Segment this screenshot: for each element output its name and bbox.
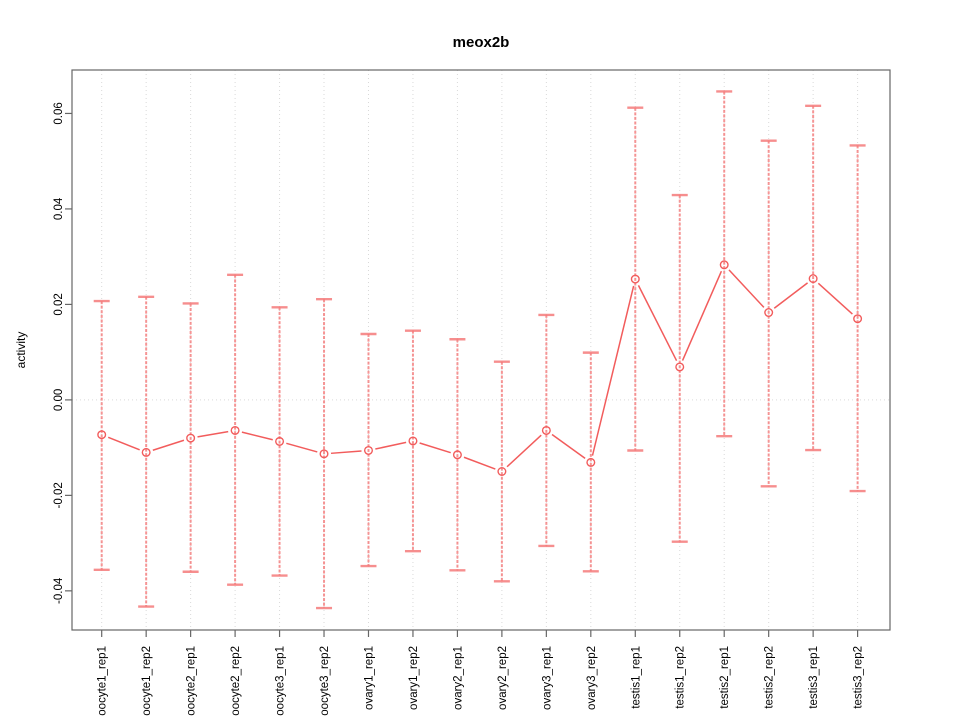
data-point [497, 467, 507, 477]
data-point [319, 449, 329, 459]
data-point [97, 430, 107, 440]
x-tick-label: oocyte3_rep1 [275, 646, 287, 716]
x-tick-label: oocyte3_rep2 [319, 646, 331, 716]
x-tick-label: ovary2_rep2 [497, 646, 509, 710]
data-point [186, 433, 196, 443]
data-point [275, 436, 285, 446]
data-point [141, 447, 151, 457]
series-segment [817, 282, 853, 315]
data-point [719, 260, 729, 270]
x-tick-label: oocyte2_rep1 [186, 646, 198, 716]
data-point [675, 362, 685, 372]
x-tick-label: ovary3_rep2 [586, 646, 598, 710]
x-tick-label: testis1_rep2 [675, 646, 687, 709]
series-segment [728, 269, 765, 308]
series-segment [551, 433, 586, 459]
series-segment [197, 430, 229, 438]
x-tick-label: ovary2_rep1 [452, 646, 464, 710]
series-segment [773, 282, 809, 309]
data-point [230, 425, 240, 435]
series-segment [591, 285, 635, 456]
x-tick-label: testis3_rep1 [808, 646, 820, 709]
series-segment [375, 441, 407, 450]
y-tick-label: -0.04 [53, 577, 65, 604]
series-segment [241, 431, 273, 441]
series-segment [152, 439, 185, 451]
plot-border [71, 69, 891, 631]
data-point [764, 308, 774, 318]
y-tick-label: 0.02 [53, 293, 65, 315]
data-point [541, 425, 551, 435]
data-point [808, 274, 818, 284]
x-tick-label: testis2_rep1 [719, 646, 731, 709]
data-point [408, 436, 418, 446]
series-segment [681, 270, 723, 361]
data-point [363, 445, 373, 455]
x-tick-label: testis1_rep1 [630, 646, 642, 709]
x-tick-label: testis2_rep2 [764, 646, 776, 709]
x-tick-label: ovary3_rep1 [541, 646, 553, 710]
data-point [452, 450, 462, 460]
x-tick-label: ovary1_rep1 [363, 646, 375, 710]
x-tick-label: oocyte1_rep2 [141, 646, 153, 716]
series-segment [637, 285, 678, 362]
y-tick-label: 0.00 [53, 389, 65, 411]
series-segment [463, 456, 496, 470]
x-tick-label: oocyte2_rep2 [230, 646, 242, 716]
chart-plot-area: 0.06 0.04 0.02 0.00 -0.02 -0.04 oocyte1_rep1 oo… [53, 69, 891, 716]
x-tick-label: ovary1_rep2 [408, 646, 420, 710]
y-tick-label: 0.06 [53, 102, 65, 124]
series-segment [419, 442, 451, 454]
data-point [586, 457, 596, 467]
y-tick-label: 0.04 [53, 197, 65, 220]
x-tick-label: testis3_rep2 [853, 646, 865, 709]
y-tick-label: -0.02 [53, 482, 65, 508]
series-segment [330, 450, 362, 455]
series-segment [506, 434, 542, 468]
data-point [630, 274, 640, 284]
y-axis-label: activity [14, 332, 28, 369]
data-point [853, 314, 863, 324]
series-segment [286, 442, 318, 453]
x-tick-label: oocyte1_rep1 [97, 646, 109, 716]
chart-title: meox2b [453, 34, 510, 51]
series-segment [107, 436, 140, 451]
